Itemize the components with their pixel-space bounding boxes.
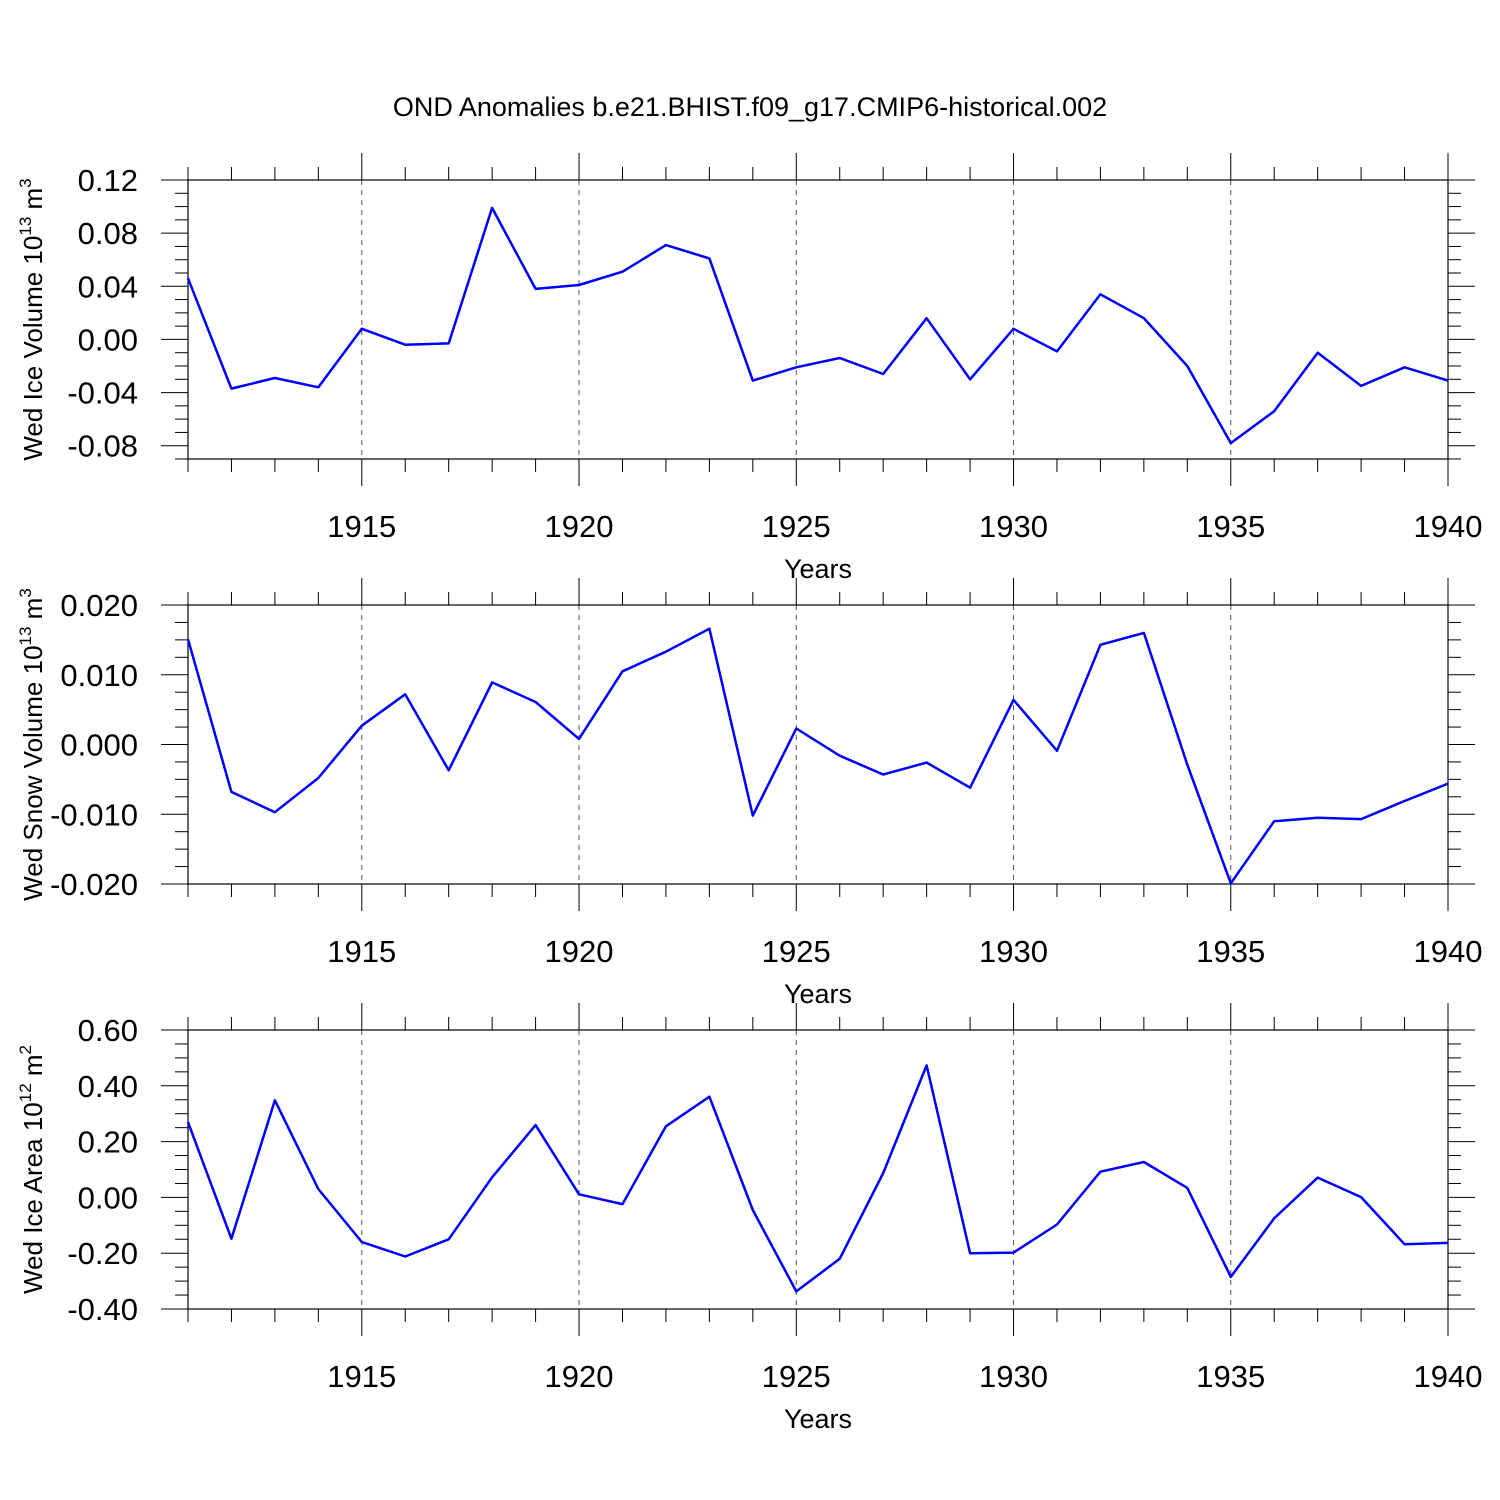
y-tick-label: -0.08 [67,429,138,464]
x-tick-label: 1925 [762,934,831,969]
x-tick-label: 1930 [979,509,1048,544]
y-tick-label: 0.04 [78,269,138,304]
x-tick-label: 1920 [545,1359,614,1394]
y-tick-label: 0.020 [60,588,138,623]
x-tick-label: 1915 [327,934,396,969]
x-tick-label: 1940 [1414,1359,1483,1394]
y-tick-label: -0.40 [67,1292,138,1327]
x-axis-label: Years [784,554,852,584]
y-tick-label: 0.00 [78,1180,138,1215]
x-tick-label: 1915 [327,509,396,544]
x-tick-label: 1940 [1414,934,1483,969]
figure-title: OND Anomalies b.e21.BHIST.f09_g17.CMIP6-… [393,92,1107,122]
y-axis-label: Wed Ice Volume 1013 m3 [16,178,48,460]
x-tick-label: 1925 [762,509,831,544]
y-tick-label: 0.40 [78,1069,138,1104]
series-line-ice-volume [186,206,1449,445]
y-axis-label: Wed Ice Area 1012 m2 [16,1045,48,1294]
y-tick-label: -0.010 [50,797,138,832]
y-tick-label: 0.20 [78,1125,138,1160]
y-tick-label: 0.000 [60,728,138,763]
x-tick-label: 1935 [1196,934,1265,969]
x-axis-label: Years [784,1404,852,1434]
x-tick-label: 1920 [545,509,614,544]
x-tick-label: 1930 [979,1359,1048,1394]
x-tick-label: 1935 [1196,509,1265,544]
x-tick-label: 1940 [1414,509,1483,544]
panel-snow-volume: -0.020 -0.010 0.000 0.010 0.020 1915 1920 1925 1… [16,578,1482,1009]
series-line-snow-volume [186,627,1449,885]
y-tick-label: 0.08 [78,216,138,251]
y-tick-label: 0.010 [60,658,138,693]
panel-ice-volume: -0.08 -0.04 0.00 0.04 0.08 0.12 1915 1920 1925 19… [16,153,1482,584]
plot-frame [187,179,1449,460]
x-tick-label: 1915 [327,1359,396,1394]
y-tick-label: 0.60 [78,1013,138,1048]
y-tick-label: 0.00 [78,322,138,357]
x-axis-label: Years [784,979,852,1009]
y-tick-label: -0.04 [67,376,138,411]
x-tick-label: 1930 [979,934,1048,969]
y-tick-label: -0.20 [67,1236,138,1271]
panel-ice-area: -0.40 -0.20 0.00 0.20 0.40 0.60 1915 1920 1925 19… [16,1003,1482,1434]
plot-frame [187,1029,1449,1310]
x-tick-label: 1925 [762,1359,831,1394]
series-line-ice-area [186,1064,1449,1293]
y-axis-label: Wed Snow Volume 1013 m3 [16,588,48,901]
y-tick-label: 0.12 [78,163,138,198]
x-tick-label: 1935 [1196,1359,1265,1394]
x-tick-label: 1920 [545,934,614,969]
y-tick-label: -0.020 [50,867,138,902]
